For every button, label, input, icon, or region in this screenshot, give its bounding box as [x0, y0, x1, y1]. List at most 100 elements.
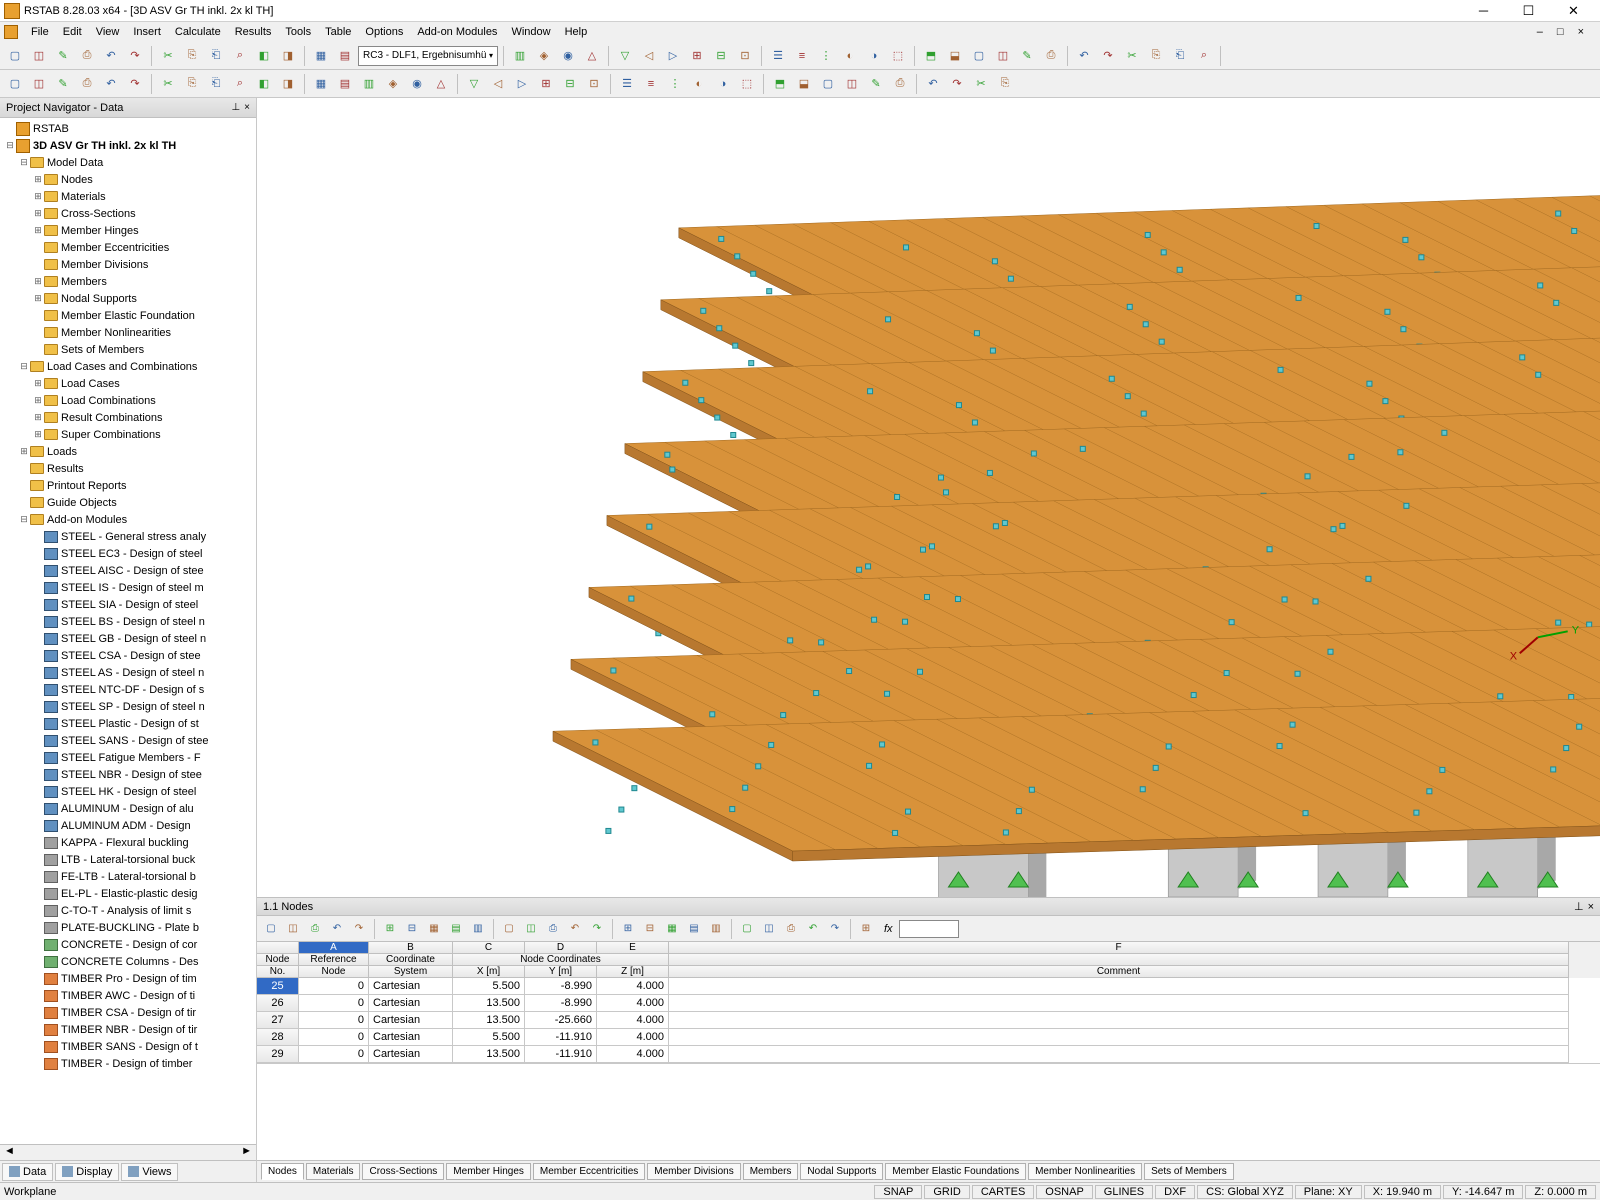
table-pin-icon[interactable]: ⊥ [1574, 900, 1584, 913]
toolbar-button[interactable]: ◈ [382, 73, 404, 95]
bottom-tab[interactable]: Member Elastic Foundations [885, 1163, 1026, 1180]
tree-item[interactable]: ⊞Super Combinations [0, 426, 256, 443]
bottom-tab[interactable]: Cross-Sections [362, 1163, 444, 1180]
toolbar-button[interactable]: ▷ [511, 73, 533, 95]
bottom-tab[interactable]: Member Divisions [647, 1163, 740, 1180]
table-tb-button[interactable]: ▦ [662, 919, 682, 939]
toolbar-button[interactable]: ◨ [277, 45, 299, 67]
toolbar-button[interactable]: ◧ [253, 73, 275, 95]
tree-item[interactable]: ALUMINUM - Design of alu [0, 800, 256, 817]
tree-item[interactable]: STEEL IS - Design of steel m [0, 579, 256, 596]
toolbar-button[interactable]: ⎙ [76, 73, 98, 95]
toolbar-button[interactable]: ⎙ [889, 73, 911, 95]
toolbar-button[interactable]: ◫ [992, 45, 1014, 67]
tree-item[interactable]: PLATE-BUCKLING - Plate b [0, 919, 256, 936]
toolbar-button[interactable]: ▽ [614, 45, 636, 67]
toolbar-button[interactable]: ▥ [509, 45, 531, 67]
status-toggle[interactable]: GLINES [1095, 1185, 1153, 1199]
status-toggle[interactable]: CARTES [972, 1185, 1034, 1199]
tree-item[interactable]: STEEL Plastic - Design of st [0, 715, 256, 732]
3d-viewport[interactable]: YX [257, 98, 1600, 897]
status-toggle[interactable]: DXF [1155, 1185, 1195, 1199]
table-row[interactable]: 290Cartesian13.500-11.9104.000 [257, 1046, 1600, 1063]
nav-tab-data[interactable]: Data [2, 1163, 53, 1181]
bottom-tab[interactable]: Members [743, 1163, 799, 1180]
toolbar-button[interactable]: ≡ [791, 45, 813, 67]
toolbar-button[interactable]: ✂ [970, 73, 992, 95]
tree-item[interactable]: TIMBER CSA - Design of tir [0, 1004, 256, 1021]
toolbar-button[interactable]: ▢ [817, 73, 839, 95]
toolbar-button[interactable]: ◑ [863, 45, 885, 67]
toolbar-button[interactable]: ⊡ [734, 45, 756, 67]
toolbar-button[interactable]: ▦ [310, 73, 332, 95]
col-letter[interactable]: E [597, 942, 669, 954]
table-row[interactable]: 270Cartesian13.500-25.6604.000 [257, 1012, 1600, 1029]
toolbar-button[interactable]: ⎘ [181, 45, 203, 67]
toolbar-button[interactable]: ⬒ [769, 73, 791, 95]
bottom-tab[interactable]: Materials [306, 1163, 361, 1180]
toolbar-button[interactable]: △ [430, 73, 452, 95]
tree-item[interactable]: ⊞Member Hinges [0, 222, 256, 239]
close-button[interactable]: ✕ [1551, 1, 1596, 21]
tree-hscroll[interactable]: ◄► [0, 1144, 256, 1160]
table-tb-button[interactable]: ▢ [737, 919, 757, 939]
bottom-tab[interactable]: Member Eccentricities [533, 1163, 645, 1180]
col-letter[interactable]: B [369, 942, 453, 954]
mdi-min[interactable]: – [1531, 24, 1549, 40]
toolbar-button[interactable]: ☰ [616, 73, 638, 95]
table-tb-button[interactable]: ▢ [499, 919, 519, 939]
table-tb-button[interactable]: ↶ [803, 919, 823, 939]
bottom-tab[interactable]: Sets of Members [1144, 1163, 1234, 1180]
toolbar-button[interactable]: ▥ [358, 73, 380, 95]
table-tb-button[interactable]: ◫ [759, 919, 779, 939]
table-tb-button[interactable]: ⊞ [856, 919, 876, 939]
toolbar-button[interactable]: ⊡ [583, 73, 605, 95]
col-letter[interactable]: F [669, 942, 1569, 954]
tree-item[interactable]: ⊞Materials [0, 188, 256, 205]
toolbar-button[interactable]: ▽ [463, 73, 485, 95]
toolbar-button[interactable]: ⬓ [793, 73, 815, 95]
tree-item[interactable]: ⊞Load Combinations [0, 392, 256, 409]
toolbar-button[interactable]: ◧ [253, 45, 275, 67]
toolbar-button[interactable]: ✂ [157, 73, 179, 95]
toolbar-button[interactable]: ✎ [865, 73, 887, 95]
toolbar-button[interactable]: ⎗ [205, 45, 227, 67]
bottom-tab[interactable]: Nodes [261, 1163, 304, 1180]
tree-item[interactable]: STEEL - General stress analy [0, 528, 256, 545]
menu-file[interactable]: File [24, 24, 56, 40]
tree-item[interactable]: ⊟Model Data [0, 154, 256, 171]
bottom-tab[interactable]: Nodal Supports [800, 1163, 883, 1180]
nav-close-icon[interactable]: × [244, 102, 250, 113]
col-letter[interactable]: A [299, 942, 369, 954]
toolbar-button[interactable]: ↷ [124, 45, 146, 67]
tree-item[interactable]: STEEL AS - Design of steel n [0, 664, 256, 681]
toolbar-button[interactable]: ↶ [100, 73, 122, 95]
nav-tab-display[interactable]: Display [55, 1163, 119, 1181]
tree-item[interactable]: Sets of Members [0, 341, 256, 358]
table-tb-button[interactable]: ▥ [706, 919, 726, 939]
status-toggle[interactable]: OSNAP [1036, 1185, 1093, 1199]
tree-item[interactable]: TIMBER NBR - Design of tir [0, 1021, 256, 1038]
tree-item[interactable]: Member Eccentricities [0, 239, 256, 256]
toolbar-button[interactable]: ▦ [310, 45, 332, 67]
toolbar-button[interactable]: ▢ [4, 45, 26, 67]
toolbar-button[interactable]: ⎘ [1145, 45, 1167, 67]
tree-item[interactable]: TIMBER SANS - Design of t [0, 1038, 256, 1055]
data-grid[interactable]: ABCDEFNodeReferenceCoordinateNode Coordi… [257, 942, 1600, 1063]
toolbar-button[interactable]: ▢ [968, 45, 990, 67]
toolbar-button[interactable]: ≡ [640, 73, 662, 95]
table-tb-button[interactable]: ▤ [684, 919, 704, 939]
table-tb-button[interactable]: ⊟ [402, 919, 422, 939]
toolbar-button[interactable]: ⎘ [994, 73, 1016, 95]
toolbar-button[interactable]: ↶ [922, 73, 944, 95]
tree-item[interactable]: STEEL NBR - Design of stee [0, 766, 256, 783]
table-tb-button[interactable]: ⎙ [305, 919, 325, 939]
tree-item[interactable]: Printout Reports [0, 477, 256, 494]
fx-input[interactable] [899, 920, 959, 938]
toolbar-button[interactable]: ⋮ [815, 45, 837, 67]
toolbar-button[interactable]: ✎ [1016, 45, 1038, 67]
col-letter[interactable]: C [453, 942, 525, 954]
tree-item[interactable]: TIMBER Pro - Design of tim [0, 970, 256, 987]
tree-item[interactable]: STEEL SP - Design of steel n [0, 698, 256, 715]
tree-item[interactable]: Member Divisions [0, 256, 256, 273]
